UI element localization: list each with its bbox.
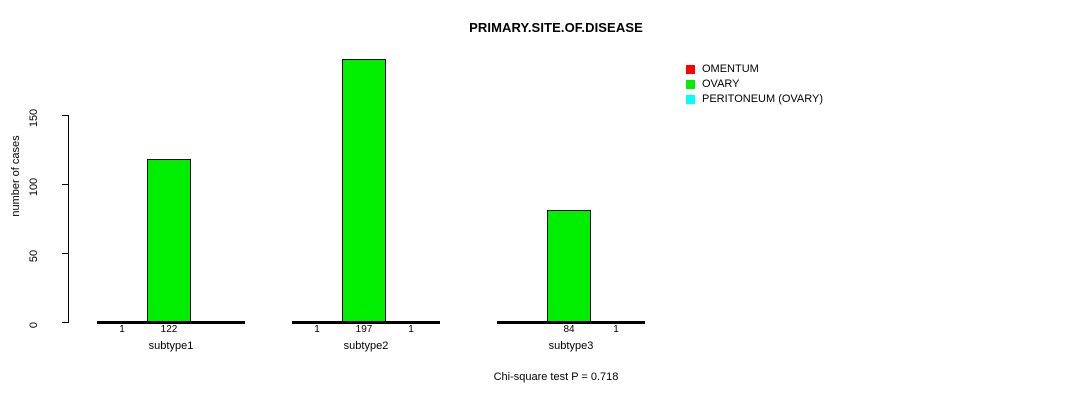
y-axis-label: number of cases (10, 135, 22, 217)
legend-item-ovary[interactable]: OVARY (686, 77, 823, 92)
legend-label: OMENTUM (702, 63, 759, 75)
bar-value-label-peritoneum: 1 (613, 324, 619, 335)
y-tick-text: 0 (28, 321, 40, 329)
bar-value-label-omentum: 1 (119, 324, 125, 335)
legend-item-omentum[interactable]: OMENTUM (686, 62, 823, 77)
legend-swatch-peritoneum (686, 95, 695, 104)
y-tick-mark-50 (62, 253, 69, 254)
bar-value-label-ovary: 197 (355, 324, 373, 335)
bar-value-label-peritoneum: 1 (408, 324, 414, 335)
bar-omentum[interactable] (100, 321, 144, 323)
y-tick-text: 100 (27, 177, 40, 197)
y-tick-label-50: 50 (14, 246, 54, 263)
bar-group-subtype2: 1 197 1 subtype2 (292, 0, 440, 400)
bar-ovary[interactable] (342, 59, 386, 322)
legend-swatch-omentum (686, 65, 695, 74)
bar-value-label-ovary: 84 (563, 324, 575, 335)
group-name-label: subtype3 (548, 340, 594, 352)
y-tick-label-0: 0 (14, 315, 54, 329)
plot-area: 150 100 50 0 number of cases 1 122 subty… (10, 0, 645, 400)
y-tick-text: 50 (28, 249, 40, 263)
y-tick-mark-100 (62, 184, 69, 185)
bar-value-label-ovary: 122 (160, 324, 178, 335)
legend-label: OVARY (702, 78, 740, 90)
legend: OMENTUM OVARY PERITONEUM (OVARY) (686, 62, 823, 107)
bar-omentum[interactable] (295, 321, 339, 323)
bar-value-label-omentum: 1 (314, 324, 320, 335)
legend-item-peritoneum[interactable]: PERITONEUM (OVARY) (686, 92, 823, 107)
bar-group-subtype3: 84 1 subtype3 (497, 0, 645, 400)
y-tick-mark-150 (62, 115, 69, 116)
statistical-annotation: Chi-square test P = 0.718 (493, 371, 619, 383)
legend-swatch-ovary (686, 80, 695, 89)
page-title: PRIMARY.SITE.OF.DISEASE (469, 20, 643, 35)
y-axis-spine (68, 115, 69, 323)
bar-peritoneum[interactable] (594, 321, 638, 323)
bar-peritoneum[interactable] (389, 321, 433, 323)
group-baseline (292, 321, 440, 324)
group-name-label: subtype1 (148, 340, 194, 352)
group-name-label: subtype2 (343, 340, 389, 352)
bar-ovary[interactable] (547, 210, 591, 322)
y-tick-mark-0 (62, 322, 69, 323)
y-tick-text: 150 (27, 108, 40, 128)
group-baseline (497, 321, 645, 324)
group-baseline (97, 321, 245, 324)
bar-ovary[interactable] (147, 159, 191, 322)
legend-label: PERITONEUM (OVARY) (702, 93, 824, 105)
bar-group-subtype1: 1 122 subtype1 (97, 0, 245, 400)
